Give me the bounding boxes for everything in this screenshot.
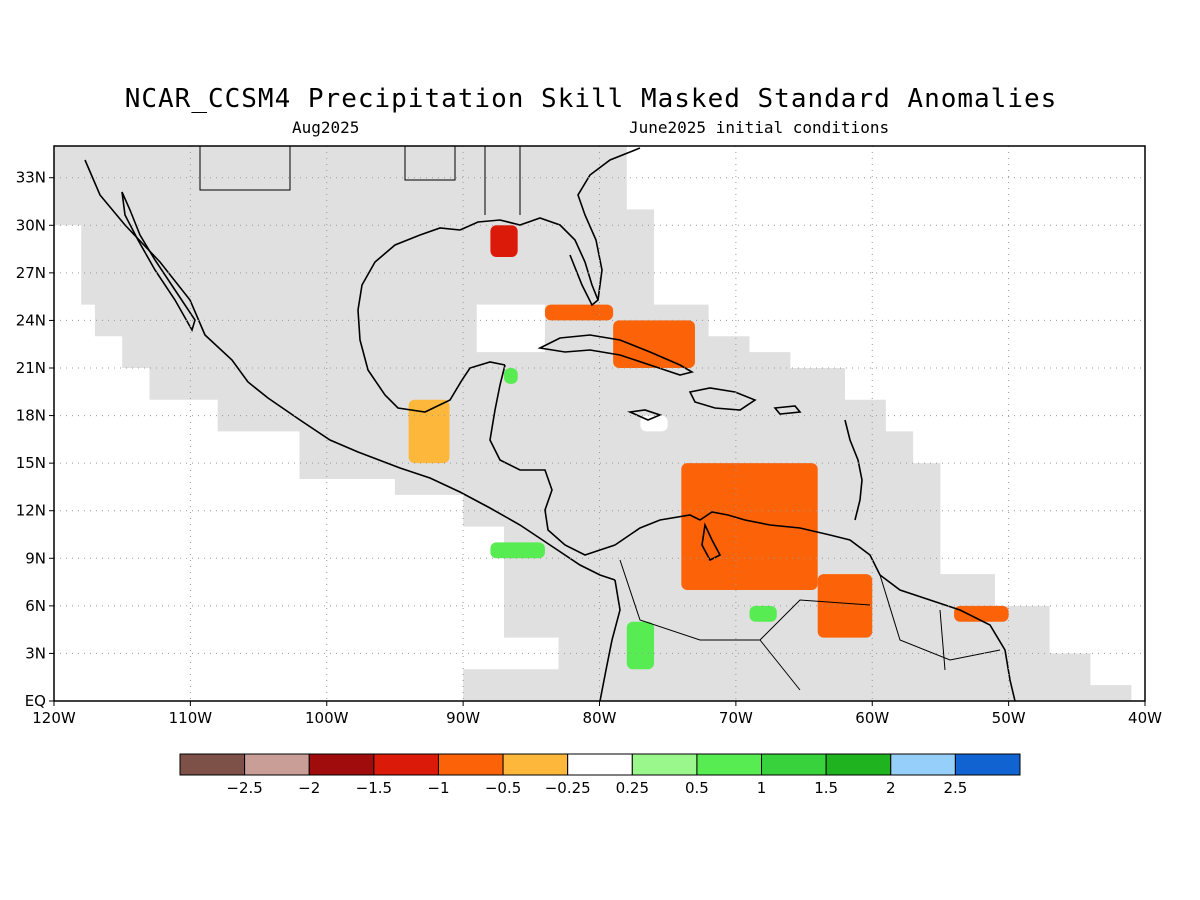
colorbar-label: 0.25 bbox=[616, 779, 649, 797]
hispaniola bbox=[688, 387, 757, 411]
lat-label: 9N bbox=[25, 549, 46, 567]
lat-label: 24N bbox=[16, 311, 46, 329]
colorbar-swatch bbox=[954, 753, 1021, 776]
lat-label: EQ bbox=[25, 692, 46, 710]
valid-month: Aug2025 bbox=[292, 118, 360, 137]
map-title: NCAR_CCSM4 Precipitation Skill Masked St… bbox=[124, 84, 1058, 114]
colorbar-swatch bbox=[890, 753, 956, 776]
colorbar-swatch bbox=[244, 753, 310, 776]
baja-california bbox=[121, 191, 196, 333]
colorbar-label: −2.5 bbox=[226, 779, 262, 797]
colorbar-label: 2 bbox=[886, 779, 896, 797]
coastlines bbox=[84, 146, 1016, 701]
colorbar-swatch bbox=[567, 753, 633, 776]
central-america-caribbean-coast bbox=[489, 364, 616, 556]
colorbar-label: 1 bbox=[757, 779, 767, 797]
mexico-pacific-coast bbox=[84, 159, 616, 581]
lon-label: 80W bbox=[583, 709, 617, 727]
lat-label: 33N bbox=[16, 169, 46, 187]
anomaly-florida-straits bbox=[544, 304, 614, 321]
lon-label: 70W bbox=[719, 709, 753, 727]
lon-label: 90W bbox=[446, 709, 480, 727]
lon-label: 40W bbox=[1128, 709, 1162, 727]
colorbar-label: −1 bbox=[427, 779, 449, 797]
skill-mask-layer bbox=[54, 146, 1132, 701]
colorbar-swatch bbox=[825, 753, 892, 776]
graticule bbox=[54, 146, 1145, 701]
colorbar-swatch bbox=[179, 753, 246, 776]
longitude-labels: 120W 110W 100W 90W 80W 70W 60W 50W 40W bbox=[32, 701, 1162, 727]
colorbar-label: 1.5 bbox=[814, 779, 838, 797]
anomaly-bay-of-campeche bbox=[408, 399, 450, 464]
colorbar-swatch bbox=[761, 753, 827, 776]
lon-label: 50W bbox=[992, 709, 1026, 727]
anomaly-orinoco bbox=[817, 574, 873, 638]
anomaly-bahamas-cuba bbox=[613, 320, 695, 368]
colorbar-label: −0.25 bbox=[545, 779, 591, 797]
lon-label: 110W bbox=[169, 709, 213, 727]
lat-label: 12N bbox=[16, 502, 46, 520]
colorbar-labels: −2.5 −2 −1.5 −1 −0.5 −0.25 0.25 0.5 1 1.5 2 2.5 bbox=[226, 779, 967, 797]
cuba bbox=[537, 334, 695, 376]
unmasked-gulf bbox=[476, 304, 545, 353]
lesser-antilles bbox=[844, 419, 863, 521]
anomaly-yucatan-green bbox=[504, 368, 518, 384]
colorbar-swatch bbox=[437, 753, 504, 776]
lat-label: 18N bbox=[16, 407, 46, 425]
colorbar-label: 2.5 bbox=[943, 779, 967, 797]
colorbar-swatch bbox=[502, 753, 569, 776]
anomaly-colombia-inland bbox=[749, 605, 777, 622]
colorbar-label: −2 bbox=[298, 779, 320, 797]
colorbar-swatch bbox=[631, 753, 698, 776]
country-borders bbox=[199, 146, 1001, 691]
initial-conditions: June2025 initial conditions bbox=[629, 118, 890, 137]
lake-maracaibo bbox=[701, 522, 722, 562]
florida-atlantic-coast bbox=[577, 147, 641, 301]
colorbar-swatch bbox=[696, 753, 763, 776]
anomaly-northern-gulf bbox=[490, 225, 518, 257]
lat-label: 30N bbox=[16, 216, 46, 234]
south-america-pacific-coast bbox=[599, 579, 621, 701]
colorbar-swatch bbox=[308, 753, 375, 776]
anomaly-venezuela-caribbean bbox=[681, 463, 818, 590]
lat-label: 3N bbox=[25, 644, 46, 662]
anomaly-colombia-pacific bbox=[626, 621, 655, 670]
lat-label: 15N bbox=[16, 454, 46, 472]
colorbar-label: −0.5 bbox=[485, 779, 521, 797]
colorbar-swatch bbox=[373, 753, 439, 776]
puerto-rico bbox=[773, 405, 802, 415]
lon-label: 60W bbox=[855, 709, 889, 727]
south-america-north-coast bbox=[614, 511, 1016, 701]
colorbar-label: 0.5 bbox=[685, 779, 709, 797]
gulf-coast-us bbox=[459, 217, 599, 307]
lat-label: 6N bbox=[25, 597, 46, 615]
anomaly-suriname-coast bbox=[954, 605, 1009, 622]
anomaly-costa-rica-pacific bbox=[490, 542, 545, 559]
lon-label: 100W bbox=[305, 709, 349, 727]
colorbar-label: −1.5 bbox=[356, 779, 392, 797]
colorbar bbox=[179, 753, 1021, 776]
lon-label: 120W bbox=[32, 709, 76, 727]
jamaica bbox=[627, 409, 663, 421]
masked-area bbox=[54, 146, 1132, 701]
anomaly-layer bbox=[408, 225, 1009, 670]
lat-label: 21N bbox=[16, 359, 46, 377]
lat-label: 27N bbox=[16, 264, 46, 282]
gulf-of-mexico-coast bbox=[357, 227, 506, 413]
latitude-labels: EQ 3N 6N 9N 12N 15N 18N 21N 24N 27N 30N 33N bbox=[16, 169, 54, 710]
